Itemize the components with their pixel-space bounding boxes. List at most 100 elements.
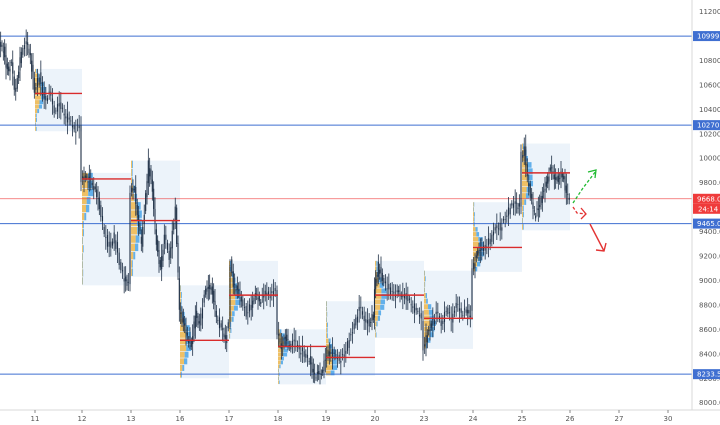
candle	[243, 298, 246, 317]
candle-body	[353, 323, 355, 330]
candle	[272, 279, 275, 307]
candle-body	[218, 317, 221, 329]
candle	[201, 298, 204, 329]
volume-profile-bar	[376, 260, 378, 266]
candle-body	[33, 77, 35, 93]
candle-body	[407, 295, 409, 301]
volume-profile-bar	[39, 100, 44, 105]
candle	[420, 301, 422, 331]
candle	[13, 70, 15, 96]
volume-profile-bar	[378, 310, 382, 316]
volume-profile-bar	[131, 177, 132, 185]
volume-profile-bar	[378, 277, 382, 283]
candle	[256, 287, 258, 301]
candle-body	[53, 105, 55, 114]
candle-body	[507, 207, 510, 216]
volume-profile-bar	[35, 113, 37, 118]
candle	[40, 60, 42, 96]
volume-profile-bar	[82, 188, 89, 197]
candle	[303, 345, 305, 363]
candle-body	[532, 202, 534, 209]
candle-body	[549, 167, 551, 171]
candle	[305, 349, 307, 363]
candle-body	[300, 352, 302, 355]
candle-body	[315, 377, 317, 379]
projection-arrows	[572, 169, 607, 252]
candle-body	[335, 354, 337, 356]
time-tick-label: 26	[566, 415, 575, 423]
candle	[563, 172, 565, 183]
level-price-badge	[693, 369, 720, 380]
candle	[474, 253, 476, 279]
candle-body	[154, 209, 156, 223]
down-arrow-line-2	[589, 223, 605, 252]
volume-profile-bar	[326, 365, 333, 370]
up-arrow-line	[572, 170, 597, 204]
candle-body	[217, 320, 219, 321]
candle	[412, 300, 414, 314]
candle-body	[236, 285, 238, 290]
candle-body	[135, 187, 137, 204]
candle	[178, 266, 180, 322]
candle	[529, 180, 531, 201]
candle-body	[263, 295, 265, 298]
candle-body	[343, 354, 345, 357]
candle	[518, 194, 520, 216]
volume-profile-bar	[424, 281, 426, 287]
candle-body	[455, 302, 457, 308]
candle-body	[477, 250, 479, 256]
volume-profile-bar	[473, 242, 479, 247]
candle-body	[189, 336, 191, 341]
time-axis-background[interactable]	[0, 411, 720, 425]
candle	[43, 81, 45, 109]
candle	[200, 307, 202, 332]
candle-body	[345, 350, 347, 354]
volume-profile-bar	[229, 311, 233, 317]
volume-profile-bar	[230, 266, 232, 272]
candle-body	[494, 227, 496, 231]
volume-profile-bar	[522, 224, 524, 230]
candle	[96, 182, 98, 205]
candle-body	[190, 340, 192, 347]
volume-profile-bar	[522, 174, 528, 181]
candle-body	[469, 315, 471, 317]
candle	[376, 271, 378, 287]
volume-profile-bar	[40, 95, 46, 100]
candle	[68, 111, 70, 126]
candle-body	[539, 204, 541, 208]
candle-body	[413, 303, 416, 313]
candle	[166, 239, 169, 253]
candle	[227, 319, 229, 332]
candle	[536, 201, 538, 217]
candle-body	[101, 216, 104, 222]
candle	[487, 226, 490, 258]
candle-body	[381, 272, 383, 281]
volume-profile-bar	[522, 143, 524, 150]
volume-profile-bar	[131, 160, 133, 169]
candle	[213, 283, 215, 310]
candle-body	[196, 310, 198, 318]
candle	[250, 294, 252, 321]
candle	[361, 306, 364, 320]
volume-profile-bar	[186, 345, 192, 352]
candle	[113, 225, 115, 251]
volume-profile-bar	[132, 160, 133, 169]
candle	[1, 40, 3, 52]
volume-profile-bar	[375, 288, 382, 294]
candle-body	[207, 286, 209, 289]
candle-body	[161, 256, 163, 270]
candle	[139, 222, 141, 234]
volume-profile-bar	[136, 210, 142, 218]
candle	[525, 134, 527, 178]
candle-body	[176, 207, 178, 244]
candle	[9, 59, 11, 81]
candle-body	[227, 322, 229, 329]
volume-profile-bar	[180, 311, 183, 318]
candle	[316, 364, 318, 382]
volume-profile-bar	[473, 202, 474, 207]
candle-body	[180, 312, 182, 314]
volume-profile-bar	[473, 247, 479, 252]
volume-profile-bar	[37, 109, 40, 114]
